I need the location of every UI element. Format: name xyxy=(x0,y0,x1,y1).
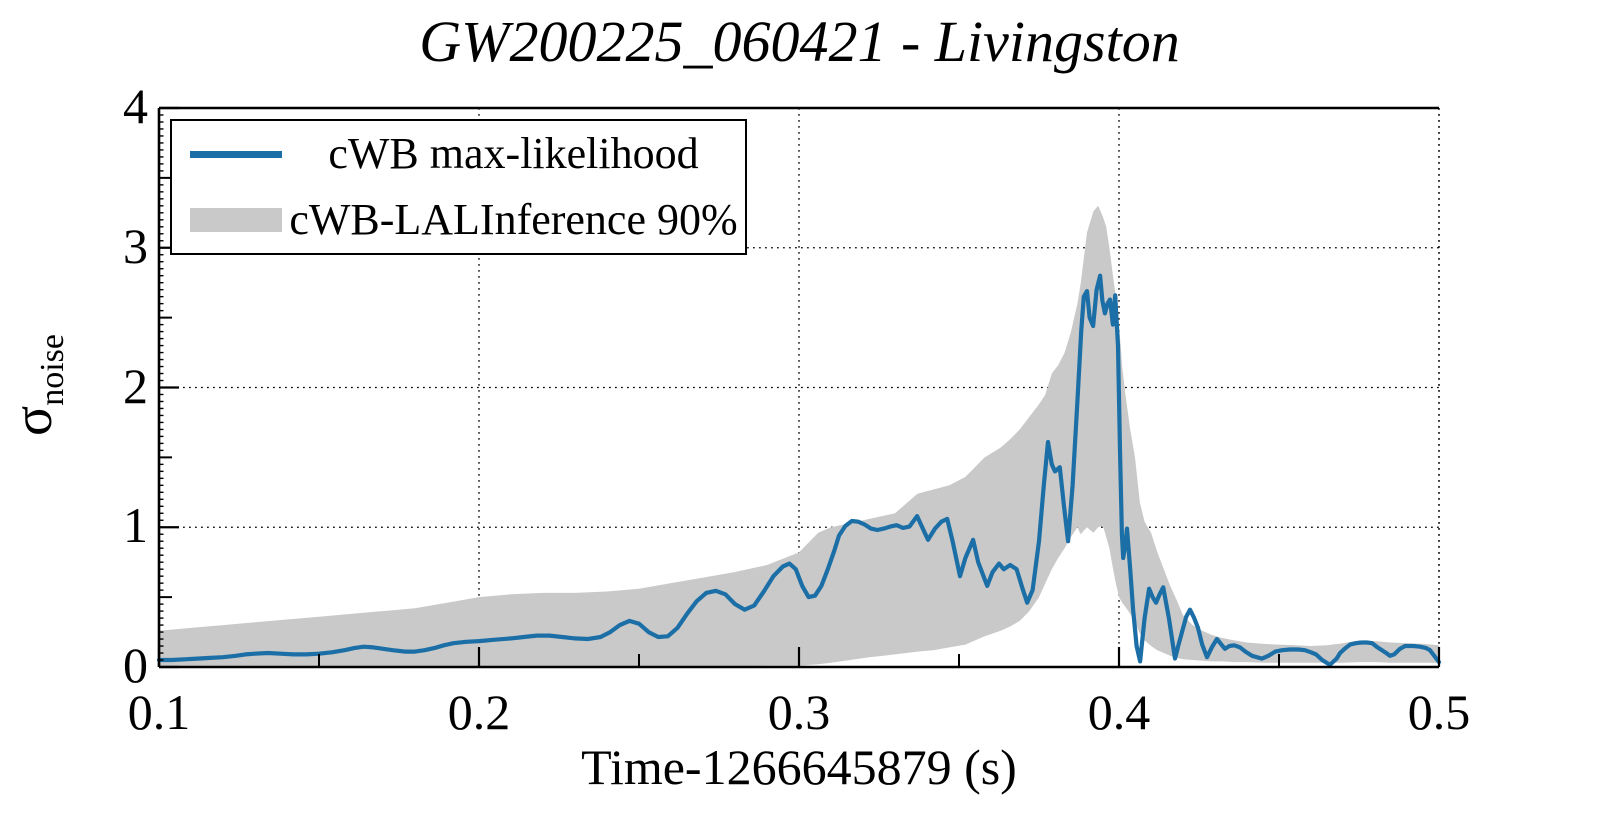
legend-row-band: cWB-LALInference 90% xyxy=(172,188,745,252)
y-tick-label: 2 xyxy=(123,357,148,414)
y-tick-label: 3 xyxy=(123,217,148,274)
x-axis-title: Time-1266645879 (s) xyxy=(581,739,1017,795)
legend-box: cWB max-likelihood cWB-LALInference 90% xyxy=(170,119,747,255)
x-tick-label: 0.4 xyxy=(1087,684,1151,740)
line-sample-swatch xyxy=(190,150,282,158)
x-tick-label: 0.5 xyxy=(1407,684,1471,740)
legend-line-label: cWB max-likelihood xyxy=(328,129,699,178)
y-tick-label: 0 xyxy=(123,637,148,693)
legend-band-label: cWB-LALInference 90% xyxy=(289,195,738,244)
y-tick-label: 1 xyxy=(123,497,148,554)
band-sample-swatch xyxy=(190,208,282,232)
confidence-band xyxy=(159,205,1439,668)
x-tick-label: 0.1 xyxy=(127,684,191,740)
legend-band-sample-cell xyxy=(190,208,282,232)
x-tick-label: 0.3 xyxy=(767,684,831,740)
legend-line-sample-cell xyxy=(190,150,282,158)
chart-title: GW200225_060421 - Livingston xyxy=(419,9,1180,74)
legend-row-line: cWB max-likelihood xyxy=(172,122,745,186)
max-likelihood-curve xyxy=(156,273,1442,667)
y-tick-label: 4 xyxy=(123,78,148,134)
x-tick-label: 0.2 xyxy=(447,684,511,740)
y-axis-symbol: σ xyxy=(2,405,64,436)
